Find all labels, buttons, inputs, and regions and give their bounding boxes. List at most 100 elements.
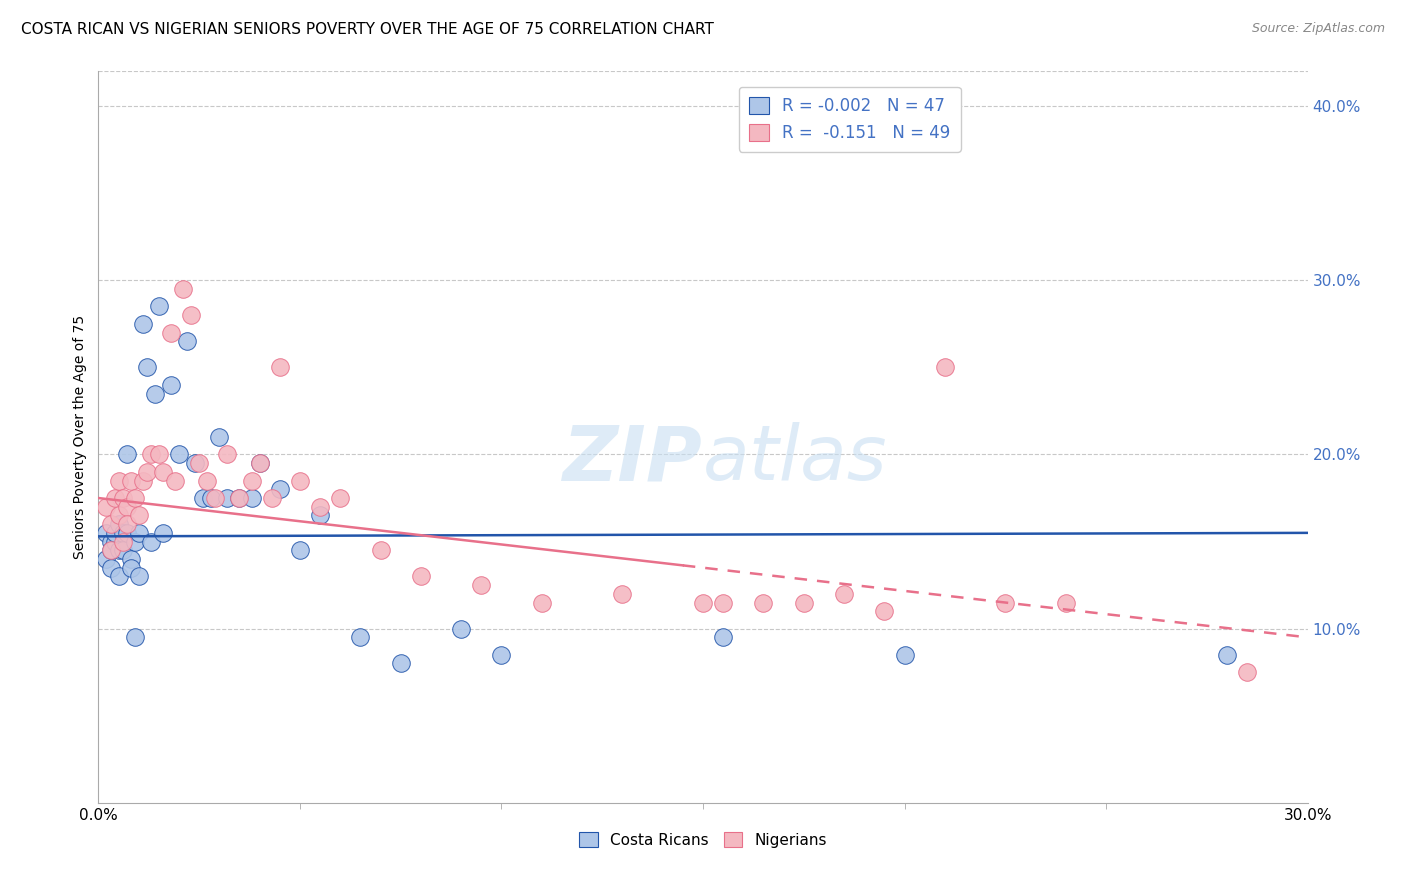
Point (249, 456, 271, 470)
Point (176, 334, 198, 349)
Point (692, 595, 714, 609)
Point (530, 595, 553, 609)
Point (148, 448, 170, 462)
Point (204, 491, 226, 505)
Point (124, 491, 146, 505)
Point (1216, 648, 1239, 662)
Text: COSTA RICAN VS NIGERIAN SENIORS POVERTY OVER THE AGE OF 75 CORRELATION CHART: COSTA RICAN VS NIGERIAN SENIORS POVERTY … (21, 22, 714, 37)
Point (329, 491, 352, 505)
Text: Source: ZipAtlas.com: Source: ZipAtlas.com (1251, 22, 1385, 36)
Point (160, 377, 183, 392)
Point (96, 525, 118, 540)
Y-axis label: Seniors Poverty Over the Age of 75: Seniors Poverty Over the Age of 75 (73, 315, 87, 559)
Point (135, 465, 157, 479)
Point (994, 595, 1017, 609)
Point (240, 474, 263, 488)
Point (309, 500, 332, 514)
Point (103, 525, 125, 540)
Point (120, 474, 142, 488)
Point (180, 308, 202, 322)
Point (103, 491, 125, 505)
Text: atlas: atlas (703, 422, 887, 496)
Point (111, 491, 134, 505)
Point (152, 465, 174, 479)
Point (893, 648, 915, 662)
Point (389, 657, 412, 671)
Point (1054, 595, 1077, 609)
Point (195, 474, 218, 488)
Point (120, 560, 142, 574)
Point (124, 534, 146, 549)
Point (409, 569, 432, 583)
Point (793, 595, 815, 609)
Point (309, 508, 332, 523)
Point (269, 483, 291, 497)
Point (217, 491, 239, 505)
Point (172, 282, 194, 296)
Point (135, 360, 157, 375)
Point (111, 534, 134, 549)
Point (107, 474, 129, 488)
Point (132, 474, 155, 488)
Point (450, 622, 472, 636)
Point (128, 569, 150, 583)
Point (200, 491, 222, 505)
Point (115, 500, 138, 514)
Point (152, 525, 174, 540)
Point (470, 578, 492, 592)
Point (269, 360, 291, 375)
Point (115, 448, 138, 462)
Point (115, 525, 138, 540)
Point (107, 508, 129, 523)
Point (1236, 665, 1258, 680)
Point (139, 448, 162, 462)
Point (111, 543, 134, 558)
Point (752, 595, 775, 609)
Point (160, 326, 183, 340)
Point (100, 560, 122, 574)
Point (370, 543, 392, 558)
Point (188, 456, 211, 470)
Point (100, 517, 122, 532)
Point (128, 525, 150, 540)
Point (711, 631, 734, 645)
Point (208, 430, 231, 444)
Point (143, 386, 166, 401)
Point (240, 491, 263, 505)
Point (124, 631, 146, 645)
Point (132, 317, 155, 331)
Point (107, 569, 129, 583)
Point (288, 543, 311, 558)
Point (115, 517, 138, 532)
Point (107, 517, 129, 532)
Point (711, 595, 734, 609)
Point (934, 360, 956, 375)
Point (96, 552, 118, 566)
Point (100, 534, 122, 549)
Point (193, 491, 215, 505)
Point (260, 491, 283, 505)
Point (103, 534, 125, 549)
Point (288, 474, 311, 488)
Point (491, 648, 513, 662)
Point (184, 456, 207, 470)
Point (349, 631, 371, 645)
Point (217, 448, 239, 462)
Point (100, 543, 122, 558)
Point (167, 448, 190, 462)
Legend: Costa Ricans, Nigerians: Costa Ricans, Nigerians (574, 825, 832, 854)
Point (228, 491, 250, 505)
Text: ZIP: ZIP (564, 422, 703, 496)
Point (228, 491, 250, 505)
Point (163, 474, 186, 488)
Point (139, 534, 162, 549)
Point (100, 543, 122, 558)
Point (873, 604, 896, 618)
Point (120, 552, 142, 566)
Point (832, 587, 855, 601)
Point (111, 525, 134, 540)
Point (107, 543, 129, 558)
Point (96, 500, 118, 514)
Point (612, 587, 634, 601)
Point (128, 508, 150, 523)
